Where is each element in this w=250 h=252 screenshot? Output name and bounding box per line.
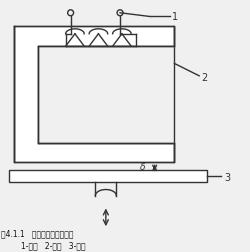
Text: δ: δ xyxy=(140,163,145,172)
Polygon shape xyxy=(14,27,174,163)
Text: 2: 2 xyxy=(202,72,208,82)
Text: 1: 1 xyxy=(172,12,178,22)
Bar xyxy=(9,170,206,182)
Text: 图4.1.1   变气隙型电感传感器: 图4.1.1 变气隙型电感传感器 xyxy=(2,228,74,237)
Text: 1-线圈   2-铁芯   3-衔铁: 1-线圈 2-铁芯 3-衔铁 xyxy=(21,241,86,250)
Bar xyxy=(38,47,174,143)
Text: 3: 3 xyxy=(224,172,230,182)
